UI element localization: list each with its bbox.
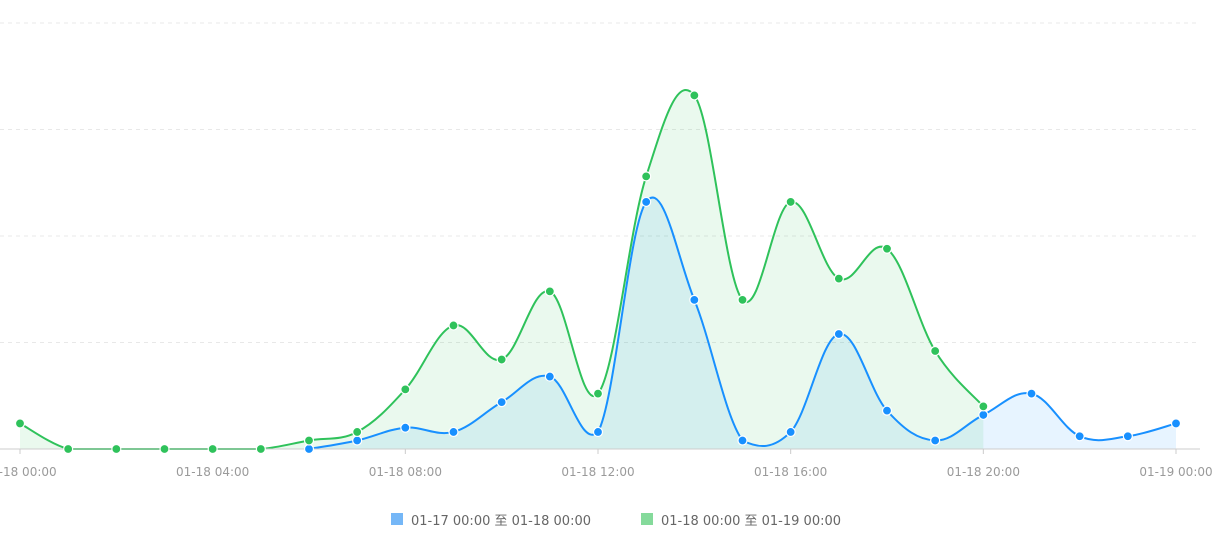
point-series-1	[352, 426, 363, 438]
legend-swatch-series-1	[641, 513, 653, 525]
point-series-0	[881, 405, 893, 416]
point-series-1	[400, 384, 411, 395]
point-series-0	[1026, 388, 1037, 399]
point-series-1	[63, 443, 74, 455]
area-series-0	[309, 197, 1176, 449]
point-series-0	[833, 328, 844, 340]
point-series-0	[1122, 431, 1133, 442]
point-series-0	[785, 426, 796, 438]
point-series-0	[592, 426, 604, 438]
legend-swatch-series-0	[390, 513, 403, 525]
point-series-1	[255, 443, 266, 455]
point-series-0	[1074, 431, 1085, 442]
x-tick-label: 01-18 00:00	[0, 465, 57, 479]
point-series-0	[978, 409, 989, 421]
point-series-0	[641, 196, 652, 208]
x-tick-label: 01-18 04:00	[176, 465, 249, 479]
point-series-1	[930, 345, 941, 357]
x-tick-label: 01-18 20:00	[947, 465, 1020, 479]
point-series-1	[14, 418, 26, 429]
line-series-0	[308, 196, 1177, 450]
point-series-1	[592, 388, 604, 399]
data-points	[14, 90, 1182, 455]
point-series-1	[111, 443, 122, 455]
point-series-1	[785, 196, 796, 208]
x-tick-label: 01-18 16:00	[754, 465, 827, 479]
point-series-0	[303, 443, 315, 455]
legend-item-series-1[interactable]: 01-18 00:00 至 01-19 00:00	[641, 509, 841, 529]
x-tick-label: 01-18 12:00	[561, 465, 634, 479]
point-series-0	[448, 426, 459, 438]
point-series-0	[544, 371, 555, 382]
area-series-1	[20, 89, 984, 449]
point-series-1	[207, 443, 218, 455]
x-tick-label: 01-18 08:00	[369, 465, 442, 479]
legend-label-series-1: 01-18 00:00 至 01-19 00:00	[661, 513, 842, 529]
point-series-1	[496, 354, 507, 365]
legend-item-series-0[interactable]: 01-17 00:00 至 01-18 00:00	[390, 509, 591, 529]
point-series-0	[352, 435, 363, 446]
x-axis: 01-18 00:00 01-18 04:00 01-18 08:00 01-18 1…	[0, 448, 1213, 479]
point-series-0	[930, 435, 941, 446]
point-series-0	[496, 397, 507, 408]
point-series-1	[303, 435, 315, 446]
area-fills	[20, 89, 1176, 449]
point-series-1	[448, 320, 459, 331]
point-series-1	[881, 243, 893, 254]
point-series-1	[978, 401, 989, 412]
point-series-0	[400, 422, 411, 433]
point-series-1	[159, 443, 170, 455]
grid-lines	[0, 22, 1200, 343]
point-series-1	[737, 294, 748, 305]
point-series-0	[737, 435, 748, 446]
point-series-1	[641, 171, 652, 182]
legend: 01-17 00:00 至 01-18 00:00 01-18 00:00 至 …	[0, 509, 1232, 529]
legend-label-series-0: 01-17 00:00 至 01-18 00:00	[410, 513, 591, 529]
point-series-1	[544, 286, 555, 297]
point-series-0	[689, 294, 700, 305]
x-tick-label: 01-19 00:00	[1139, 465, 1212, 479]
point-series-1	[833, 273, 844, 284]
point-series-0	[1170, 418, 1182, 429]
point-series-1	[689, 90, 700, 101]
